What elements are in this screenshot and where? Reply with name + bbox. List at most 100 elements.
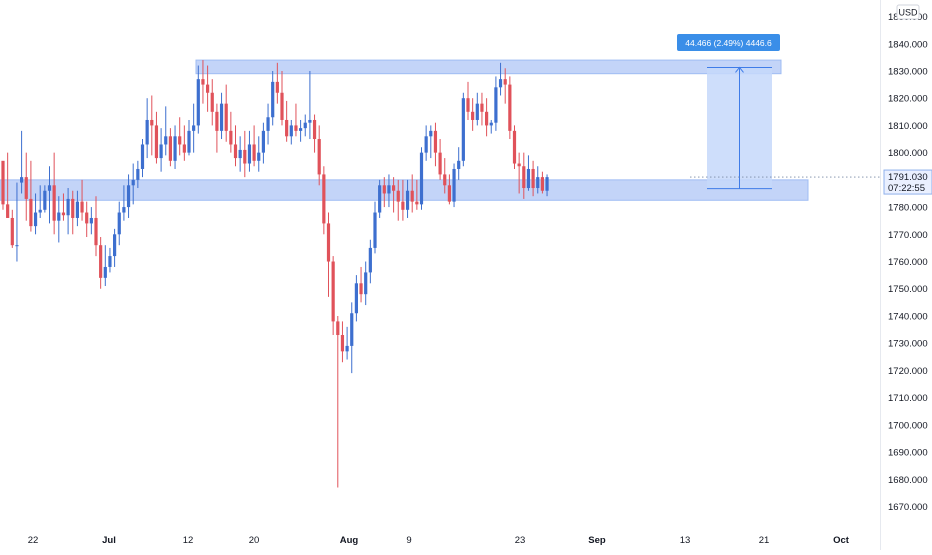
candle [378,179,382,218]
currency-badge[interactable] [896,4,920,20]
candle [94,196,98,257]
candle [215,103,219,153]
candle-body [485,111,489,126]
candle [103,245,107,287]
candle [512,125,517,169]
candle-body [545,177,549,191]
candle-body [122,207,126,213]
measure-arrow-head-icon [735,66,744,73]
candle [396,179,400,221]
candle-body [461,98,465,161]
candle [43,185,47,213]
candle [6,152,10,218]
y-tick-label: 1820.000 [888,94,928,105]
candle-body [20,177,24,183]
resistance-zone[interactable] [195,59,782,75]
candle-body [373,212,377,248]
candle [99,237,103,289]
y-tick-label: 1830.000 [888,66,928,77]
candle [247,130,252,172]
candle [1,160,5,210]
candle [308,70,312,140]
candle [271,70,275,126]
last-price-badge [883,169,932,195]
candle [117,201,121,246]
candle [373,201,377,254]
candle [489,119,493,134]
y-tick-label: 1700.000 [888,420,928,431]
candle-body [33,212,38,227]
candle-body [108,256,112,267]
y-tick-label: 1840.000 [888,39,928,50]
candle [122,185,126,221]
candle-body [387,185,391,194]
candle [15,182,19,262]
candle-body [164,136,168,145]
candle-body [126,185,131,208]
candle-body [405,190,410,210]
candle-body [303,122,307,129]
candle [29,160,33,232]
candle-body [429,130,433,137]
axes-layer: 1670.000 1680.000 1690.000 1700.000 1710.000… [28,0,932,550]
candle-body [178,136,182,145]
candle [475,92,479,126]
x-tick-label: 21 [759,535,770,546]
candle-body [508,84,512,131]
candle-body [540,177,544,191]
candle [150,95,154,156]
candle-body [140,144,145,169]
candle [480,92,484,126]
candle-body [229,130,233,145]
candle-body [103,266,107,278]
candle-body [331,261,335,322]
candle-body [201,79,205,85]
candle [326,212,331,297]
candle-body [131,179,135,186]
candle-body [243,149,247,164]
candle-body [29,198,33,227]
candle [136,160,140,189]
candle-body [261,130,265,153]
candle-body [512,130,517,164]
candle-body [498,79,503,88]
candle-body [206,84,210,93]
candle-body [275,81,279,93]
candle [285,100,289,142]
candle-body [266,117,270,131]
candle [187,119,191,156]
candle [526,155,531,191]
candle-body [471,111,475,120]
candle [113,228,117,267]
candle-body [80,201,84,213]
candle [387,174,391,208]
x-tick-label: 12 [183,535,194,546]
candle [233,125,238,167]
candle [261,122,265,164]
candle [498,62,503,96]
candle-body [401,201,405,210]
candle [57,196,61,243]
candle-body [43,190,47,210]
support-zone[interactable] [0,179,809,201]
candle [52,152,56,235]
candle-body [443,174,447,186]
candle [447,174,451,205]
candle-body [317,139,321,175]
candle [252,125,256,167]
candle-body [359,283,363,295]
candle-body [503,79,507,85]
candle [108,247,112,273]
candle-body [271,81,275,118]
candle [471,98,475,131]
candle-body [424,136,428,153]
candle [433,122,438,167]
candle-body [15,245,19,247]
candle [173,125,177,169]
candle [331,256,335,336]
candle-body [145,119,149,145]
candle [392,177,396,213]
candle [229,111,233,153]
